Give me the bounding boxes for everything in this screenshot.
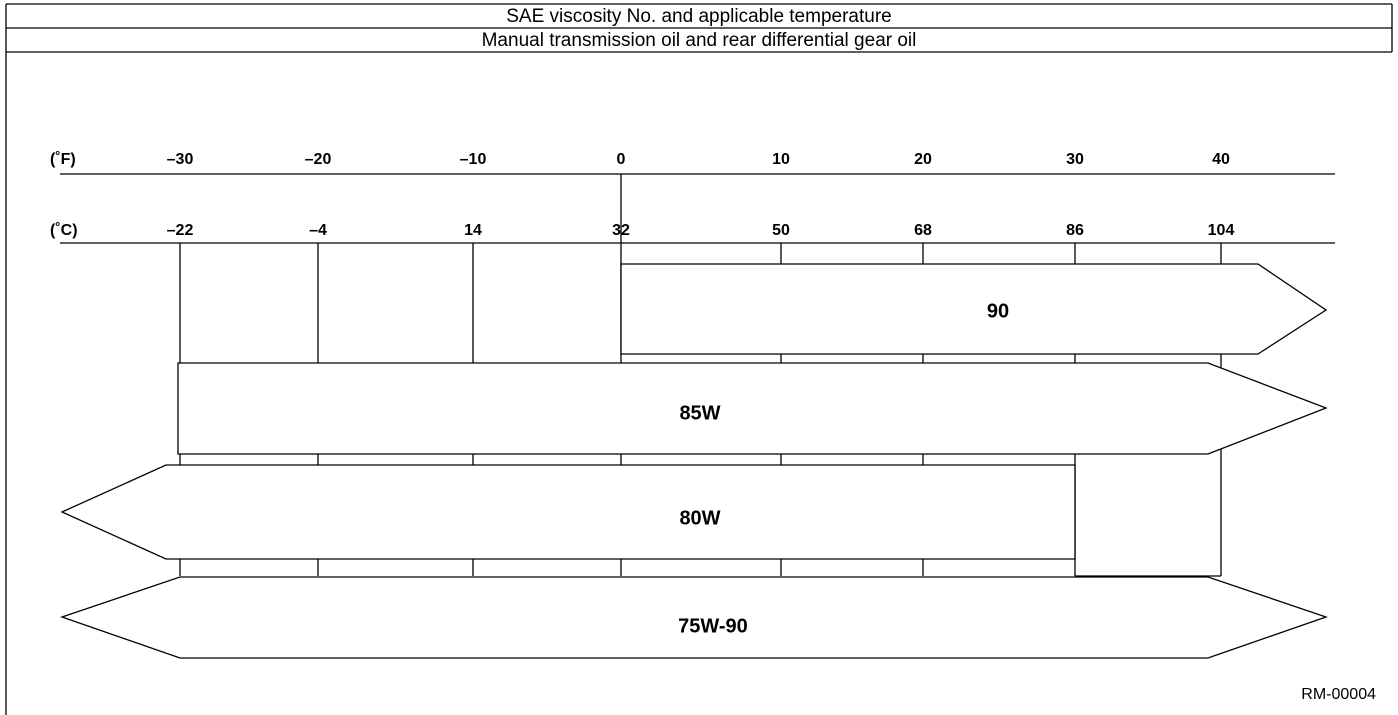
tick-label: 10 (772, 151, 790, 168)
tick-label: 32 (612, 222, 630, 239)
tick-label: –20 (305, 151, 332, 168)
tick-label: 14 (464, 222, 482, 239)
tick-label: 0 (617, 151, 626, 168)
tick-label: 20 (914, 151, 932, 168)
band-arrow (60, 464, 1076, 560)
figure-id: RM-00004 (1301, 686, 1376, 703)
tick-label: 86 (1066, 222, 1084, 239)
scale-unit: (˚C) (50, 222, 78, 239)
band-label: 85W (679, 402, 720, 424)
band-arrow (177, 362, 1328, 455)
tick-label: –22 (167, 222, 194, 239)
tick-label: –10 (460, 151, 487, 168)
band-label: 75W-90 (678, 615, 748, 637)
scale-unit: (˚F) (50, 151, 76, 168)
band-label: 80W (679, 507, 720, 529)
tick-label: 68 (914, 222, 932, 239)
tick-label: 30 (1066, 151, 1084, 168)
tick-label: 104 (1208, 222, 1235, 239)
tick-label: 50 (772, 222, 790, 239)
band-label: 90 (987, 300, 1009, 322)
tick-label: 40 (1212, 151, 1230, 168)
tick-label: –4 (309, 222, 327, 239)
subtitle: Manual transmission oil and rear differe… (482, 30, 917, 51)
title: SAE viscosity No. and applicable tempera… (506, 6, 891, 27)
band-arrow (620, 263, 1328, 355)
tick-label: –30 (167, 151, 194, 168)
band-arrow (59, 576, 1329, 659)
